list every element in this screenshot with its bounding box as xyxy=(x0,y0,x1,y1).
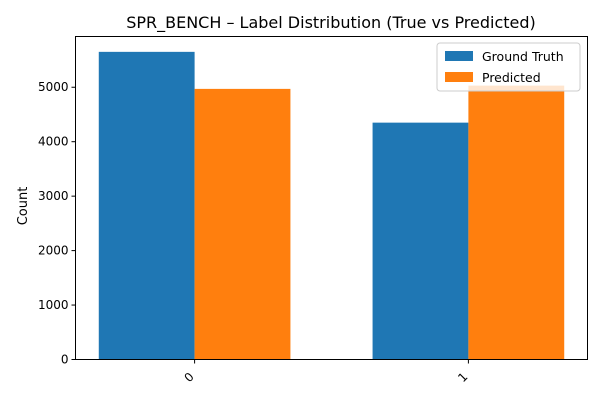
legend: Ground Truth Predicted xyxy=(436,42,581,92)
y-tick-label: 4000 xyxy=(38,135,69,149)
legend-swatch xyxy=(445,72,473,82)
y-axis-ticks: 0 1000 2000 3000 4000 5000 xyxy=(38,80,76,367)
y-tick-label: 2000 xyxy=(38,244,69,258)
bar-ground-truth-0 xyxy=(98,51,195,360)
y-tick-label: 3000 xyxy=(38,189,69,203)
y-tick-label: 0 xyxy=(61,353,69,367)
x-tick-label: 0 xyxy=(181,370,196,385)
legend-label: Predicted xyxy=(482,70,541,85)
bar-predicted-0 xyxy=(194,88,291,360)
chart-title: SPR_BENCH – Label Distribution (True vs … xyxy=(126,13,536,33)
legend-swatch xyxy=(445,51,473,61)
y-tick-label: 5000 xyxy=(38,80,69,94)
bars-group xyxy=(98,51,565,360)
y-axis-label: Count xyxy=(16,187,31,226)
plot-frame xyxy=(75,36,588,360)
bar-predicted-1 xyxy=(468,85,565,360)
y-tick-label: 1000 xyxy=(38,298,69,312)
legend-label: Ground Truth xyxy=(482,49,564,64)
bar-ground-truth-1 xyxy=(372,122,469,360)
x-tick-label: 1 xyxy=(455,370,470,385)
